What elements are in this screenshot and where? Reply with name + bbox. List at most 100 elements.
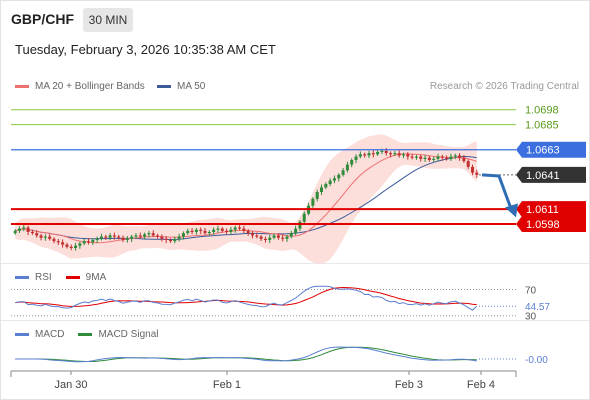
- candle-body: [302, 213, 306, 222]
- candle-body: [414, 156, 418, 158]
- candle-body: [427, 157, 431, 160]
- candle-body: [423, 157, 427, 159]
- candle-body: [112, 235, 116, 237]
- legend-ma20-label: MA 20 + Bollinger Bands: [35, 81, 145, 92]
- forecast-arrow-head: [505, 203, 518, 218]
- candle-body: [285, 236, 289, 239]
- candle-body: [203, 230, 207, 234]
- divider: [1, 320, 589, 321]
- candle-body: [35, 233, 39, 236]
- legend-ma50-label: MA 50: [177, 81, 206, 92]
- timestamp: Tuesday, February 3, 2026 10:35:38 AM CE…: [15, 42, 276, 57]
- candle-body: [255, 235, 259, 237]
- legend-rsi: RSI 9MA: [15, 272, 106, 283]
- candle-body: [298, 221, 302, 229]
- candle-body: [17, 228, 21, 231]
- candle-body: [65, 244, 69, 247]
- candle-body: [311, 198, 315, 206]
- ma50-line: [15, 155, 477, 241]
- candle-body: [272, 235, 276, 238]
- candle-body: [246, 230, 250, 234]
- level-tag-support: [516, 216, 586, 232]
- candle-body: [156, 235, 160, 237]
- level-tag-last: [516, 166, 586, 183]
- timeframe-button[interactable]: 30 MIN: [83, 8, 133, 32]
- level-tag-pivot: [516, 141, 586, 158]
- level-label-resistance: 1.0685: [525, 120, 559, 132]
- candle-body: [358, 154, 362, 157]
- candle-body: [380, 150, 384, 152]
- level-tag-support: [516, 201, 586, 218]
- candle-body: [445, 157, 449, 159]
- candle-body: [242, 228, 246, 231]
- rsi-ma-swatch: [65, 276, 80, 279]
- bollinger-band: [15, 134, 477, 264]
- candle-body: [43, 236, 47, 238]
- macd-swatch: [15, 333, 29, 336]
- candle-body: [238, 227, 242, 229]
- legend-ma20: MA 20 + Bollinger Bands: [15, 81, 145, 92]
- candle-body: [138, 235, 142, 237]
- candle-body: [440, 156, 444, 158]
- candle-body: [281, 237, 285, 239]
- symbol-title: GBP/CHF: [11, 11, 74, 27]
- candle-body: [22, 227, 26, 229]
- candle-body: [164, 238, 168, 240]
- level-label-support: 1.0611: [526, 204, 559, 216]
- candle-body: [177, 236, 181, 239]
- level-label-support: 1.0598: [526, 219, 560, 231]
- candle-body: [104, 236, 108, 238]
- legend-ma50: MA 50: [157, 81, 205, 92]
- candle-body: [341, 170, 345, 175]
- candle-body: [130, 236, 134, 239]
- legend-rsi-ma-label: 9MA: [85, 272, 107, 283]
- candle-body: [117, 236, 121, 238]
- candle-body: [86, 241, 91, 243]
- ma50-swatch: [157, 85, 171, 88]
- candle-body: [95, 238, 99, 240]
- rsi-ma-line: [15, 286, 477, 307]
- candle-body: [471, 166, 475, 173]
- candle-body: [289, 233, 293, 237]
- candle-body: [324, 184, 328, 188]
- candle-body: [462, 157, 466, 162]
- candle-body: [216, 228, 220, 230]
- candle-body: [108, 235, 112, 238]
- candle-body: [125, 238, 129, 240]
- candle-body: [233, 227, 237, 230]
- candle-body: [371, 153, 375, 155]
- divider: [1, 263, 589, 264]
- candle-body: [294, 228, 298, 234]
- candle-body: [449, 156, 453, 159]
- candle-body: [61, 242, 65, 245]
- candle-body: [143, 234, 147, 237]
- candle-body: [190, 230, 194, 232]
- candle-body: [168, 240, 173, 242]
- candle-body: [225, 230, 229, 232]
- candle-body: [319, 187, 324, 192]
- x-tick-label: Feb 3: [395, 379, 423, 391]
- candle-body: [393, 153, 397, 155]
- candle-body: [74, 245, 78, 248]
- candle-body: [134, 235, 138, 237]
- x-tick-label: Jan 30: [54, 379, 87, 391]
- macd-signal-line: [15, 346, 477, 362]
- candle-body: [160, 236, 164, 239]
- forecast-arrow: [481, 173, 514, 212]
- candle-body: [199, 229, 203, 231]
- candle-body: [350, 160, 354, 165]
- rsi-level-label: 70: [525, 286, 537, 297]
- candle-body: [26, 227, 30, 232]
- macd-line: [15, 346, 477, 363]
- candle-body: [99, 236, 103, 239]
- ma20-swatch: [15, 85, 29, 88]
- candle-body: [263, 238, 267, 240]
- candle-body: [345, 164, 349, 171]
- candle-body: [337, 174, 341, 179]
- candle-body: [173, 238, 177, 242]
- x-tick-label: Feb 1: [213, 379, 241, 391]
- candle-body: [13, 230, 17, 234]
- candle-body: [91, 240, 95, 243]
